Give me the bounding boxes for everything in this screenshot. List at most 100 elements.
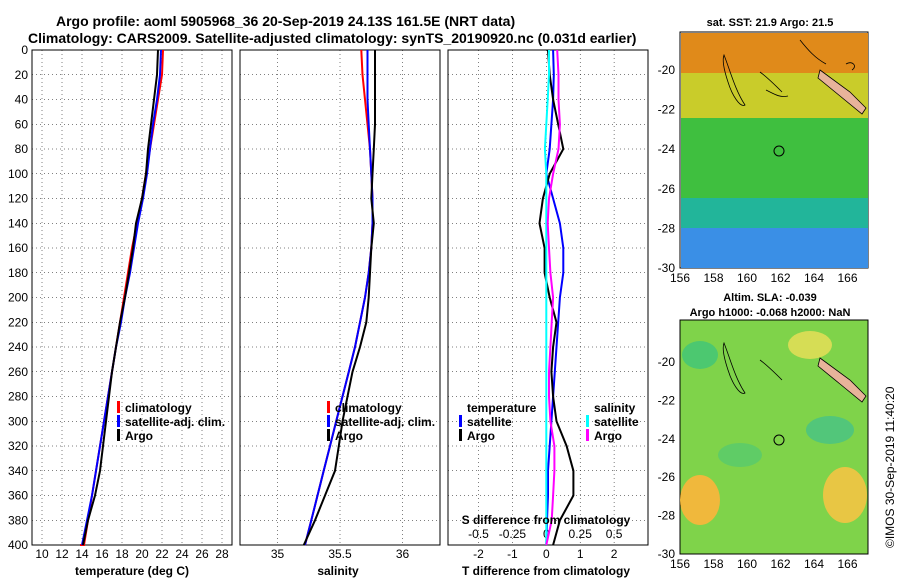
s-tick-label: -0.5 [468,527,489,541]
y-tick-label: 340 [8,464,28,478]
legend-t-argo-swatch [459,429,462,441]
difference-xlabel: T difference from climatology [462,564,630,578]
t-diff-satellite-line [545,49,565,546]
legend-argo-swatch [117,429,120,441]
sst-map [679,31,869,269]
reef-outline-3 [799,39,855,71]
lon-tick-label: 160 [737,271,757,285]
x-tick-label: 10 [35,547,49,561]
y-tick-label: 100 [8,167,28,181]
y-tick-label: 40 [15,93,29,107]
lat-tick-label: -30 [658,261,676,275]
reef-outline-2 [759,71,789,97]
sst-teal-band [681,198,868,228]
legend-t-satellite-swatch [459,415,462,427]
legend-satellite-label: satellite-adj. clim. [125,415,225,429]
y-tick-label: 140 [8,216,28,230]
y-tick-label: 400 [8,538,28,552]
legend-argo-label: Argo [335,429,363,443]
legend-t-satellite-label: satellite [467,415,512,429]
reef-outline-2 [759,359,783,381]
legend-climatology-label: climatology [125,401,192,415]
x-tick-label: -2 [473,547,484,561]
x-tick-label: 0 [543,547,550,561]
y-tick-label: 380 [8,513,28,527]
s-diff-argo-line [545,49,561,546]
reef-outline [722,341,746,394]
lon-tick-label: 158 [703,271,723,285]
legend-satellite-swatch [327,415,330,427]
legend-temperature-title: temperature [467,401,537,415]
lon-tick-label: 164 [804,271,824,285]
imos-credit: ©IMOS 30-Sep-2019 11:40:20 [883,386,897,548]
title-line-2: Climatology: CARS2009. Satellite-adjuste… [28,30,636,46]
lat-tick-label: -30 [658,547,676,561]
lat-tick-label: -26 [658,182,676,196]
new-caledonia-land [817,69,867,115]
lon-tick-label: 164 [804,557,824,571]
y-tick-label: 180 [8,266,28,280]
y-tick-label: 260 [8,365,28,379]
temperature-legend: climatology satellite-adj. clim. Argo [117,401,225,443]
new-caledonia-land [817,357,867,403]
salinity-legend: climatology satellite-adj. clim. Argo [327,401,435,443]
x-tick-label: 2 [611,547,618,561]
legend-salinity-title: salinity [594,401,636,415]
lat-tick-label: -28 [658,509,676,523]
lon-tick-label: 162 [770,557,790,571]
legend-argo-label: Argo [125,429,153,443]
salinity-xlabel: salinity [317,564,359,578]
x-tick-label: 36 [396,547,410,561]
temperature-argo-line [82,49,159,546]
legend-climatology-swatch [327,401,330,413]
lat-tick-label: -26 [658,470,676,484]
y-tick-label: 120 [8,192,28,206]
legend-satellite-swatch [117,415,120,427]
sst-green-band [681,118,868,198]
s-diff-satellite-line [543,50,550,545]
lat-tick-label: -22 [658,393,676,407]
legend-climatology-swatch [117,401,120,413]
legend-t-argo-label: Argo [467,429,495,443]
y-tick-label: 0 [21,43,28,57]
lon-tick-label: 158 [703,557,723,571]
y-tick-label: 320 [8,439,28,453]
x-tick-label: 28 [215,547,229,561]
lon-tick-label: 156 [670,557,690,571]
sla-low-patch [682,341,718,369]
salinity-climatology-line [304,49,374,546]
lat-tick-label: -24 [658,142,676,156]
title-line-1: Argo profile: aoml 5905968_36 20-Sep-201… [56,13,515,29]
y-tick-label: 220 [8,315,28,329]
y-tick-label: 280 [8,390,28,404]
lon-tick-label: 162 [770,271,790,285]
lon-tick-label: 166 [837,557,857,571]
x-tick-label: 35.5 [328,547,352,561]
legend-s-satellite-label: satellite [594,415,639,429]
lon-tick-label: 160 [737,557,757,571]
sla-map-title-1: Altim. SLA: -0.039 [723,292,817,304]
sla-low-patch-2 [718,443,762,467]
y-tick-label: 200 [8,291,28,305]
salinity-satellite-line [304,50,374,546]
argo-location-marker [773,434,785,446]
y-tick-label: 240 [8,340,28,354]
lon-tick-label: 166 [837,271,857,285]
lat-tick-label: -22 [658,103,676,117]
ticks-layer: 0204060801001201401601802002202402602803… [8,43,623,561]
x-tick-label: 20 [135,547,149,561]
lat-tick-label: -20 [658,63,676,77]
sst-cool-band [681,228,868,268]
reef-outline [722,53,746,106]
sla-low-patch-3 [806,416,854,444]
sst-map-ticks: 156 158 160 162 164 166 -20 -22 -24 -26 -28 -30 [658,63,858,285]
sla-map [679,319,869,555]
lat-tick-label: -28 [658,221,676,235]
salinity-difference-xlabel: S difference from climatology [462,513,631,527]
sst-warm-band [681,33,868,73]
x-tick-label: 35 [271,547,285,561]
legend-s-argo-swatch [586,429,589,441]
argo-location-marker [773,145,785,157]
lon-tick-label: 156 [670,271,690,285]
